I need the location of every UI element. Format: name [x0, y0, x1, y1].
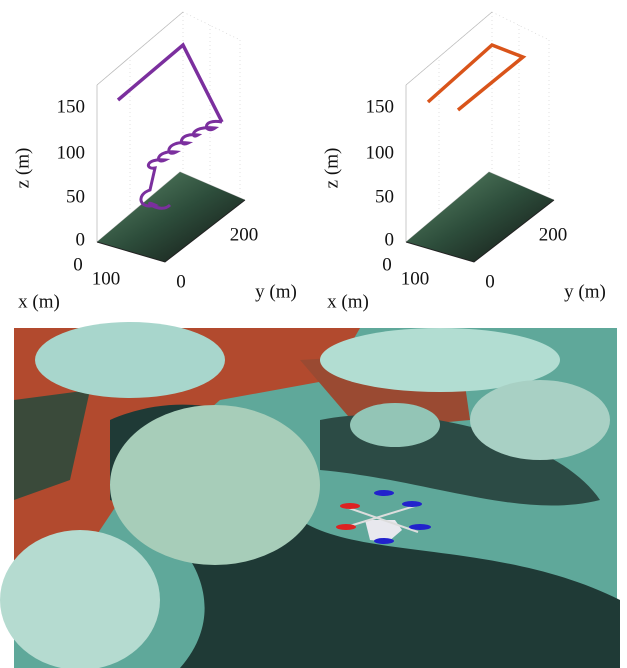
- z-axis-label: z (m): [321, 148, 342, 189]
- z-tick-label: 100: [57, 142, 86, 163]
- z-tick-label: 100: [366, 142, 395, 163]
- x-axis-label: x (m): [327, 291, 369, 312]
- aerial-photo: [0, 322, 620, 668]
- z-tick-label: 0: [385, 229, 395, 250]
- x-tick-label: 100: [92, 268, 121, 289]
- x-tick-label: 0: [382, 254, 392, 275]
- trajectory: [118, 45, 222, 122]
- y-tick-label: 200: [539, 224, 568, 245]
- z-tick-label: 50: [66, 186, 85, 207]
- y-axis-label: y (m): [255, 281, 297, 302]
- z-tick-label: 50: [375, 186, 394, 207]
- z-axis-label: z (m): [12, 148, 33, 189]
- z-tick-label: 150: [57, 96, 86, 117]
- y-tick-label: 0: [485, 271, 495, 292]
- x-tick-label: 0: [73, 254, 83, 275]
- y-tick-label: 0: [176, 271, 186, 292]
- z-tick-label: 150: [366, 96, 395, 117]
- figure: 0 50 100 150 0 100 0 200 z (m) x (m) y (m) 0 50 100 1…: [0, 0, 627, 668]
- plot-panel: 0 50 100 150 0 100 0 200 z (m) x (m) y (m): [321, 12, 605, 312]
- x-axis-label: x (m): [18, 291, 60, 312]
- y-axis-label: y (m): [564, 281, 606, 302]
- z-tick-label: 0: [76, 229, 86, 250]
- plot-panel: 0 50 100 150 0 100 0 200 z (m) x (m) y (m): [12, 12, 296, 312]
- x-tick-label: 100: [401, 268, 430, 289]
- y-tick-label: 200: [230, 224, 259, 245]
